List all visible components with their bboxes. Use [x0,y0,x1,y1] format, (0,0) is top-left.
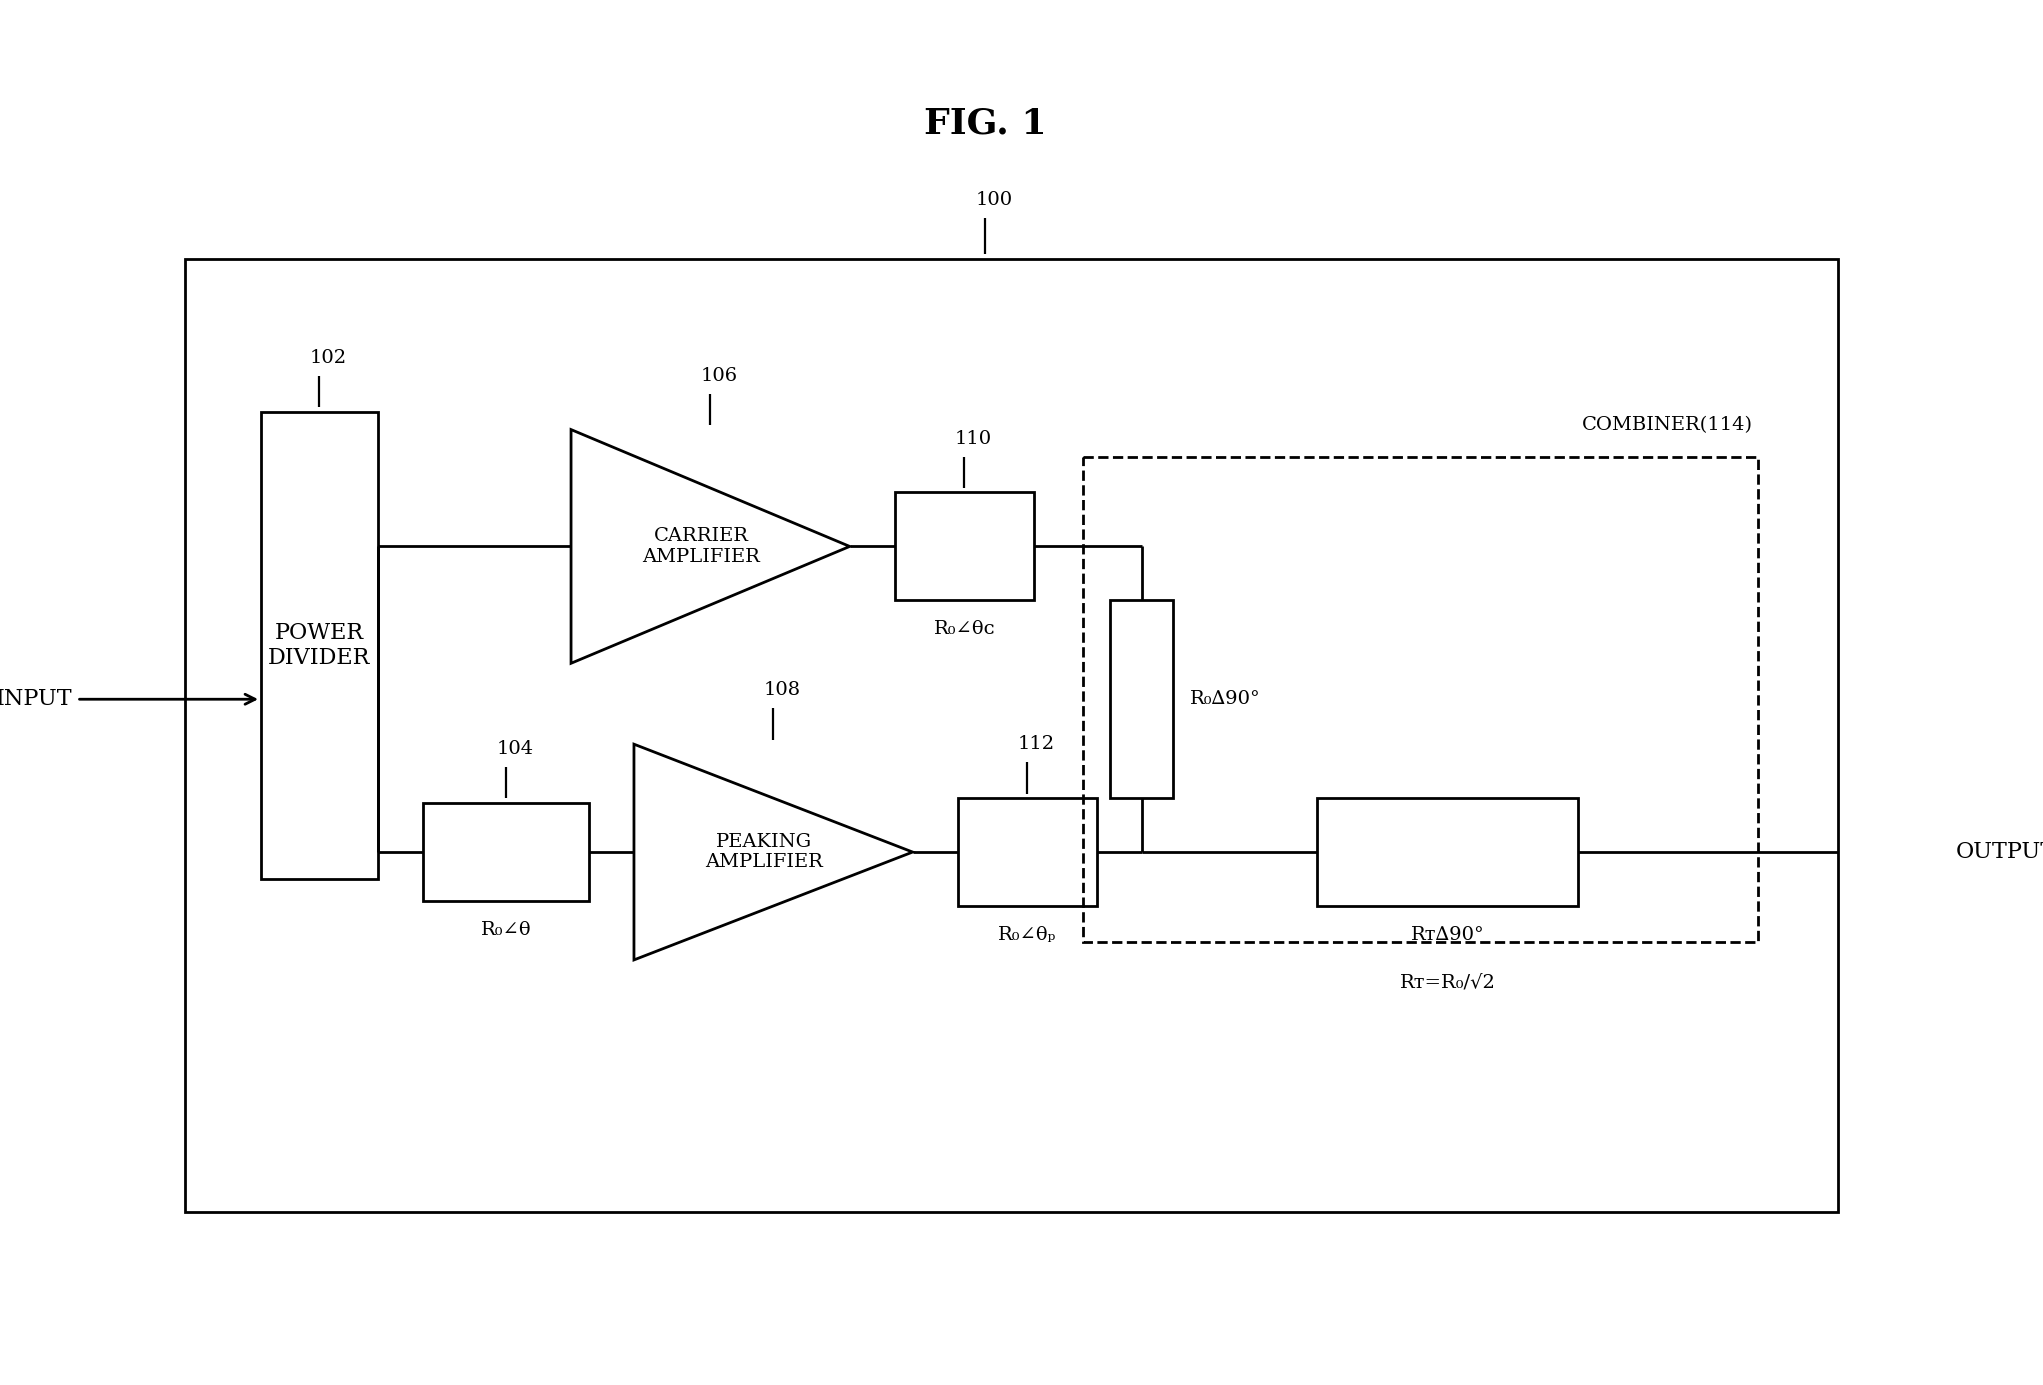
Bar [1083,457,1757,942]
Text: R₀∠θ: R₀∠θ [480,921,531,939]
Bar [958,798,1097,906]
Text: 106: 106 [701,367,738,385]
Text: CARRIER
AMPLIFIER: CARRIER AMPLIFIER [642,528,760,566]
Bar [262,411,378,879]
Text: R₀∠θᴄ: R₀∠θᴄ [934,620,995,638]
Bar [423,803,588,902]
Text: 112: 112 [1017,735,1054,753]
Bar [1111,600,1173,798]
Text: OUTPUT: OUTPUT [1955,841,2043,863]
Text: Rᴛ=R₀/√2: Rᴛ=R₀/√2 [1399,974,1495,992]
Text: COMBINER(114): COMBINER(114) [1581,416,1753,434]
Text: FIG. 1: FIG. 1 [923,107,1046,141]
Text: POWER
DIVIDER: POWER DIVIDER [268,622,370,669]
Text: 108: 108 [764,681,801,699]
Text: 102: 102 [311,349,347,367]
Text: 110: 110 [954,429,991,447]
Text: 104: 104 [496,740,533,758]
Text: INPUT: INPUT [0,688,72,711]
Text: R₀∠θₚ: R₀∠θₚ [999,925,1056,943]
Bar [895,493,1034,600]
Text: PEAKING
AMPLIFIER: PEAKING AMPLIFIER [705,832,823,871]
Text: Rᴛ∆90°: Rᴛ∆90° [1410,925,1485,943]
Bar [184,259,1839,1212]
Text: R₀∆90°: R₀∆90° [1189,690,1261,708]
Bar [1318,798,1577,906]
Text: 100: 100 [977,191,1013,209]
